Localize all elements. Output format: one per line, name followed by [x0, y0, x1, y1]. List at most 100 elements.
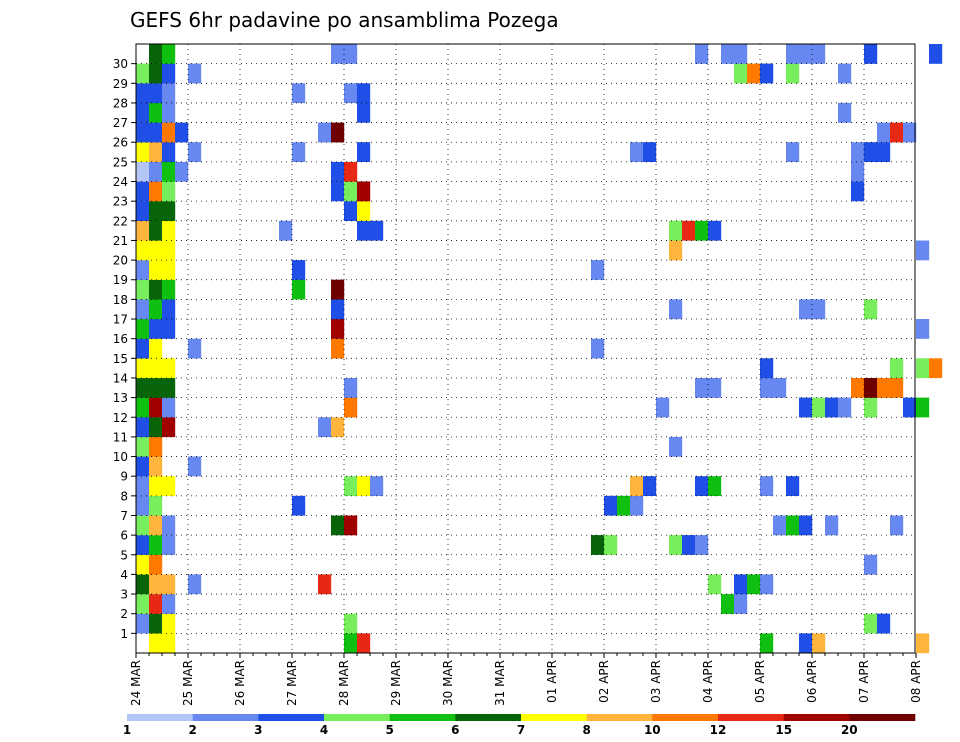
cell-1-10 — [149, 436, 163, 457]
chart-title: GEFS 6hr padavine po ansamblima Pozega — [130, 8, 559, 32]
cell-4-3 — [188, 574, 202, 595]
cell-1-7 — [149, 495, 163, 516]
cell-15-16 — [331, 319, 345, 339]
colorbar-label: 15 — [775, 723, 792, 737]
cell-55-23 — [851, 181, 865, 202]
cell-12-7 — [292, 495, 306, 516]
cell-50-30 — [786, 44, 800, 64]
cell-51-30 — [799, 44, 813, 64]
cell-41-5 — [669, 535, 683, 555]
cell-57-26 — [877, 122, 891, 143]
cell-14-26 — [318, 122, 332, 143]
colorbar-swatch — [586, 714, 653, 721]
cell-2-22 — [162, 201, 176, 221]
cell-40-12 — [656, 397, 670, 418]
cell-1-4 — [149, 554, 163, 575]
cell-1-19 — [149, 260, 163, 280]
cell-60-12 — [916, 397, 930, 418]
cell-57-1 — [877, 613, 891, 634]
cell-41-21 — [669, 220, 683, 241]
x-tick-label: 07 APR — [857, 660, 871, 703]
cell-43-21 — [695, 220, 709, 241]
cell-0-24 — [136, 161, 150, 182]
cell-3-24 — [175, 161, 189, 182]
cell-55-13 — [851, 378, 865, 398]
cell-43-8 — [695, 476, 709, 496]
cell-50-6 — [786, 515, 800, 536]
cell-56-25 — [864, 142, 878, 162]
cell-16-1 — [344, 613, 358, 634]
cell-2-14 — [162, 358, 176, 379]
cell-48-3 — [760, 574, 774, 595]
cell-1-9 — [149, 456, 163, 477]
y-tick-label: 15 — [113, 352, 128, 366]
cell-53-12 — [825, 397, 839, 418]
y-tick-label: 28 — [113, 96, 128, 110]
cell-0-29 — [136, 63, 150, 84]
cell-2-17 — [162, 299, 176, 320]
cell-1-22 — [149, 201, 163, 221]
cell-43-13 — [695, 378, 709, 398]
colorbar-label: 3 — [254, 723, 262, 737]
x-tick-label: 30 MAR — [441, 660, 455, 706]
y-tick-label: 4 — [120, 568, 128, 582]
cell-15-6 — [331, 515, 345, 536]
y-tick-label: 3 — [120, 588, 128, 602]
y-tick-label: 14 — [113, 371, 128, 385]
y-tick-label: 18 — [113, 293, 128, 307]
cell-55-25 — [851, 142, 865, 162]
cell-2-13 — [162, 378, 176, 398]
colorbar-swatch — [455, 714, 522, 721]
cell-16-22 — [344, 201, 358, 221]
colorbar-swatch — [652, 714, 719, 721]
cell-47-3 — [747, 574, 761, 595]
cell-42-5 — [682, 535, 696, 555]
y-tick-label: 21 — [113, 234, 128, 248]
cell-18-21 — [370, 220, 384, 241]
cell-0-2 — [136, 594, 150, 614]
cell-0-27 — [136, 102, 150, 123]
cell-51-12 — [799, 397, 813, 418]
colorbar-swatch — [521, 714, 587, 721]
cell-61-14 — [929, 358, 943, 379]
cell-46-3 — [734, 574, 748, 595]
cell-1-29 — [149, 63, 163, 84]
colorbar-label: 20 — [841, 723, 858, 737]
cell-45-2 — [721, 594, 735, 614]
cell-15-18 — [331, 279, 345, 300]
cell-4-25 — [188, 142, 202, 162]
cell-50-8 — [786, 476, 800, 496]
cell-1-5 — [149, 535, 163, 555]
cell-2-25 — [162, 142, 176, 162]
cell-15-15 — [331, 338, 345, 359]
cell-17-21 — [357, 220, 371, 241]
cell-16-13 — [344, 378, 358, 398]
cell-54-27 — [838, 102, 852, 123]
colorbar-label: 12 — [710, 723, 727, 737]
colorbar-swatch — [389, 714, 456, 721]
y-tick-label: 8 — [120, 489, 128, 503]
cell-1-16 — [149, 319, 163, 339]
x-tick-label: 27 MAR — [285, 660, 299, 706]
cell-12-28 — [292, 83, 306, 104]
cell-43-30 — [695, 44, 709, 64]
cell-12-25 — [292, 142, 306, 162]
cell-1-24 — [149, 161, 163, 182]
cell-0-4 — [136, 554, 150, 575]
cell-51-17 — [799, 299, 813, 320]
cell-59-12 — [903, 397, 917, 418]
cell-60-14 — [916, 358, 930, 379]
cell-35-19 — [591, 260, 605, 280]
cell-51-6 — [799, 515, 813, 536]
cell-2-19 — [162, 260, 176, 280]
cell-56-17 — [864, 299, 878, 320]
cell-56-13 — [864, 378, 878, 398]
cell-54-29 — [838, 63, 852, 84]
cell-0-14 — [136, 358, 150, 379]
cell-1-25 — [149, 142, 163, 162]
y-tick-label: 1 — [120, 627, 128, 641]
cell-2-6 — [162, 515, 176, 536]
cell-1-15 — [149, 338, 163, 359]
cell-48-29 — [760, 63, 774, 84]
cell-44-13 — [708, 378, 722, 398]
